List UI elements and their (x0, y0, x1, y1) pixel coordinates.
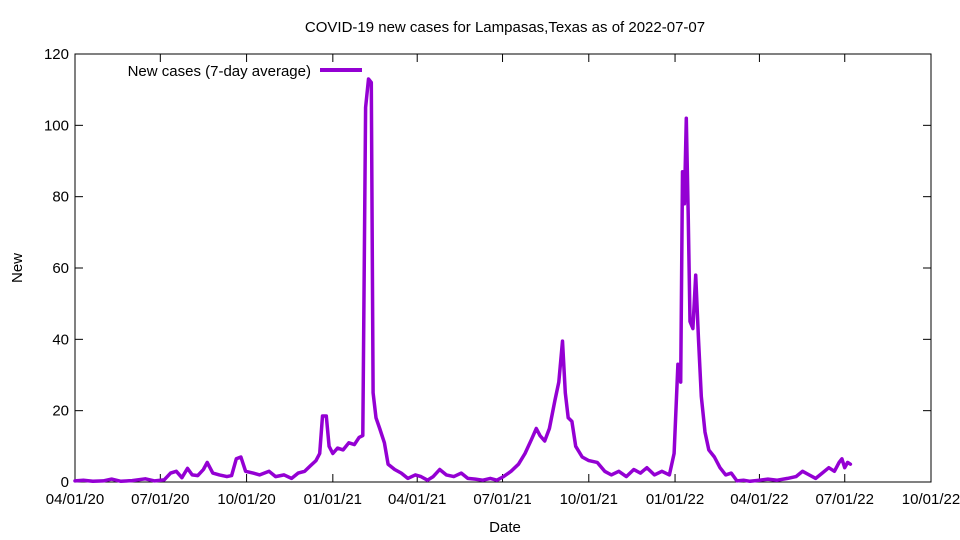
y-tick-label: 120 (44, 46, 69, 63)
series-line-0 (73, 77, 853, 484)
x-tick-label: 01/01/21 (304, 491, 362, 508)
x-axis-label: Date (489, 519, 521, 536)
x-tick-label: 01/01/22 (646, 491, 704, 508)
x-tick-label: 10/01/21 (560, 491, 618, 508)
x-axis: 04/01/20 07/01/20 10/01/20 01/01/21 04/01/21… (46, 54, 960, 508)
series-layer (73, 77, 853, 484)
x-tick-label: 07/01/22 (816, 491, 874, 508)
y-axis: 0 20 40 60 80 100 120 (44, 46, 931, 491)
y-tick-label: 100 (44, 117, 69, 134)
legend-label: New cases (7-day average) (128, 63, 311, 80)
y-axis-label: New (9, 253, 26, 283)
x-tick-label: 07/01/21 (473, 491, 531, 508)
y-tick-label: 20 (52, 403, 69, 420)
x-tick-label: 10/01/22 (902, 491, 960, 508)
y-tick-label: 0 (61, 474, 69, 491)
y-tick-label: 40 (52, 331, 69, 348)
y-tick-label: 80 (52, 189, 69, 206)
x-tick-label: 10/01/20 (217, 491, 275, 508)
x-tick-label: 04/01/21 (388, 491, 446, 508)
legend: New cases (7-day average) (128, 63, 362, 80)
x-tick-label: 04/01/20 (46, 491, 104, 508)
x-tick-label: 07/01/20 (131, 491, 189, 508)
chart-title: COVID-19 new cases for Lampasas,Texas as… (305, 19, 705, 36)
y-tick-label: 60 (52, 260, 69, 277)
plot-frame (74, 53, 932, 483)
x-tick-label: 04/01/22 (730, 491, 788, 508)
